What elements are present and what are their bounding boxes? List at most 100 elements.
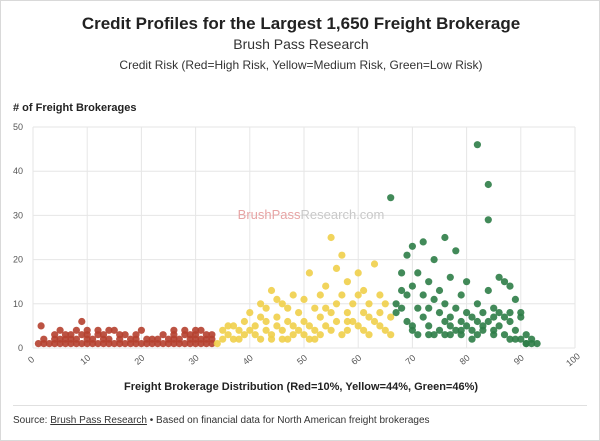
data-point bbox=[430, 331, 438, 339]
x-tick-label: 10 bbox=[78, 353, 92, 367]
data-point bbox=[392, 309, 400, 317]
data-point bbox=[148, 335, 156, 343]
data-point bbox=[500, 331, 509, 339]
data-point bbox=[376, 309, 384, 317]
data-point bbox=[240, 317, 248, 326]
data-point bbox=[457, 326, 465, 334]
y-tick-label: 50 bbox=[13, 122, 23, 132]
data-point bbox=[300, 295, 308, 303]
data-point bbox=[137, 326, 145, 334]
data-point bbox=[452, 304, 460, 312]
data-point bbox=[273, 313, 281, 321]
data-point bbox=[360, 326, 368, 334]
data-point bbox=[110, 340, 118, 348]
data-point bbox=[219, 326, 227, 334]
data-point bbox=[419, 313, 427, 321]
data-point bbox=[45, 340, 53, 348]
data-point bbox=[446, 273, 454, 281]
data-point bbox=[419, 238, 427, 246]
data-point bbox=[295, 309, 303, 317]
data-point bbox=[425, 331, 433, 339]
data-point bbox=[414, 304, 422, 312]
x-tick-label: 60 bbox=[349, 353, 363, 367]
scatter-plot: 0 10 20 30 40 50 0 10 20 30 40 50 60 70 80 90 100 BrushP… bbox=[13, 122, 582, 368]
data-point bbox=[468, 335, 476, 343]
data-point bbox=[159, 340, 167, 348]
data-point bbox=[34, 340, 43, 348]
data-point bbox=[473, 317, 481, 326]
data-point bbox=[224, 331, 232, 339]
data-point bbox=[343, 309, 351, 317]
data-point bbox=[311, 304, 319, 312]
data-point bbox=[164, 335, 173, 343]
data-point bbox=[370, 260, 379, 268]
data-point bbox=[56, 335, 64, 343]
chart-title: Credit Profiles for the Largest 1,650 Fr… bbox=[81, 14, 521, 33]
data-point bbox=[235, 335, 243, 343]
data-point bbox=[78, 331, 86, 339]
data-point bbox=[311, 335, 319, 343]
data-point bbox=[289, 331, 297, 339]
data-point bbox=[246, 309, 254, 317]
data-point bbox=[94, 340, 102, 348]
data-point bbox=[229, 322, 238, 330]
data-point bbox=[273, 322, 281, 330]
x-tick-label: 20 bbox=[132, 353, 146, 367]
data-point bbox=[517, 313, 525, 321]
data-point bbox=[78, 317, 86, 326]
data-point bbox=[435, 286, 444, 295]
data-point bbox=[224, 322, 232, 330]
footer-divider bbox=[13, 405, 587, 406]
data-point bbox=[251, 322, 259, 330]
data-point bbox=[51, 331, 59, 339]
data-point bbox=[398, 269, 406, 277]
data-point bbox=[105, 326, 113, 334]
data-point bbox=[327, 233, 335, 242]
risk-legend-text: Credit Risk (Red=High Risk, Yellow=Mediu… bbox=[119, 58, 483, 72]
data-point bbox=[463, 278, 471, 286]
data-point bbox=[425, 304, 433, 312]
data-point bbox=[500, 313, 509, 321]
data-point bbox=[473, 300, 481, 308]
data-point bbox=[137, 340, 145, 348]
data-point bbox=[360, 309, 368, 317]
data-point bbox=[381, 300, 389, 308]
data-point bbox=[506, 282, 514, 290]
data-point bbox=[305, 335, 313, 343]
data-point bbox=[278, 300, 286, 308]
data-point bbox=[219, 335, 227, 343]
data-point bbox=[403, 251, 411, 259]
data-point bbox=[343, 317, 351, 326]
data-point bbox=[354, 269, 362, 277]
data-point bbox=[202, 331, 210, 339]
data-point bbox=[94, 326, 102, 334]
data-point bbox=[457, 291, 465, 299]
data-point bbox=[403, 317, 411, 326]
data-point bbox=[192, 326, 200, 334]
data-point bbox=[338, 331, 346, 339]
data-point bbox=[105, 335, 113, 343]
data-point bbox=[289, 291, 297, 299]
data-point bbox=[473, 141, 481, 149]
data-point bbox=[99, 331, 108, 339]
data-point bbox=[387, 194, 395, 202]
data-point bbox=[484, 317, 492, 326]
y-tick-label: 10 bbox=[13, 299, 23, 309]
data-point bbox=[121, 331, 129, 339]
source-link[interactable]: Brush Pass Research bbox=[50, 415, 147, 426]
data-point bbox=[240, 331, 248, 339]
data-point bbox=[425, 322, 433, 330]
data-point bbox=[349, 317, 357, 326]
watermark-part1: BrushPass bbox=[238, 207, 301, 222]
source-label: Source: bbox=[13, 415, 48, 426]
data-point bbox=[500, 278, 509, 286]
data-point bbox=[327, 326, 335, 334]
data-point bbox=[257, 335, 265, 343]
data-point bbox=[251, 331, 259, 339]
data-point bbox=[408, 282, 416, 290]
data-point bbox=[441, 331, 449, 339]
data-point bbox=[511, 326, 519, 334]
data-point bbox=[37, 322, 45, 330]
data-points bbox=[34, 141, 541, 348]
x-tick-label: 100 bbox=[564, 351, 582, 368]
